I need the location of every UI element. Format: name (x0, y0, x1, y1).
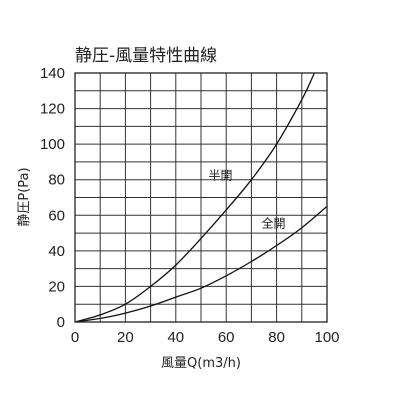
x-axis-label: 風量Q(m3/h) (161, 356, 241, 371)
x-tick-label: 80 (268, 329, 285, 346)
series-label-half-open: 半開 (209, 169, 233, 183)
y-tick-label: 60 (48, 207, 65, 224)
y-tick-label: 140 (40, 65, 65, 82)
series-label-full-open: 全開 (261, 216, 285, 231)
grid (75, 73, 327, 322)
series-line-full-open (74, 205, 328, 323)
x-tick-label: 100 (314, 329, 339, 346)
y-tick-label: 120 (40, 101, 65, 118)
y-axis-ticks: 0 20 40 60 80 100 120 140 (40, 65, 65, 331)
y-axis-label: 静圧P(Pa) (17, 167, 32, 226)
chart-title: 静圧-風量特性曲線 (75, 46, 217, 66)
plot-series (74, 72, 328, 323)
series-line-half-open (74, 72, 315, 323)
plot-frame (74, 72, 328, 323)
y-tick-label: 40 (48, 243, 65, 260)
y-tick-label: 80 (48, 172, 65, 189)
x-tick-label: 60 (218, 329, 235, 346)
x-tick-label: 0 (71, 329, 79, 346)
x-tick-label: 20 (117, 329, 134, 346)
y-tick-label: 0 (57, 314, 65, 331)
y-tick-label: 20 (48, 278, 65, 295)
x-tick-label: 40 (167, 329, 184, 346)
x-axis-ticks: 0 20 40 60 80 100 (71, 329, 340, 346)
y-tick-label: 100 (40, 136, 65, 153)
